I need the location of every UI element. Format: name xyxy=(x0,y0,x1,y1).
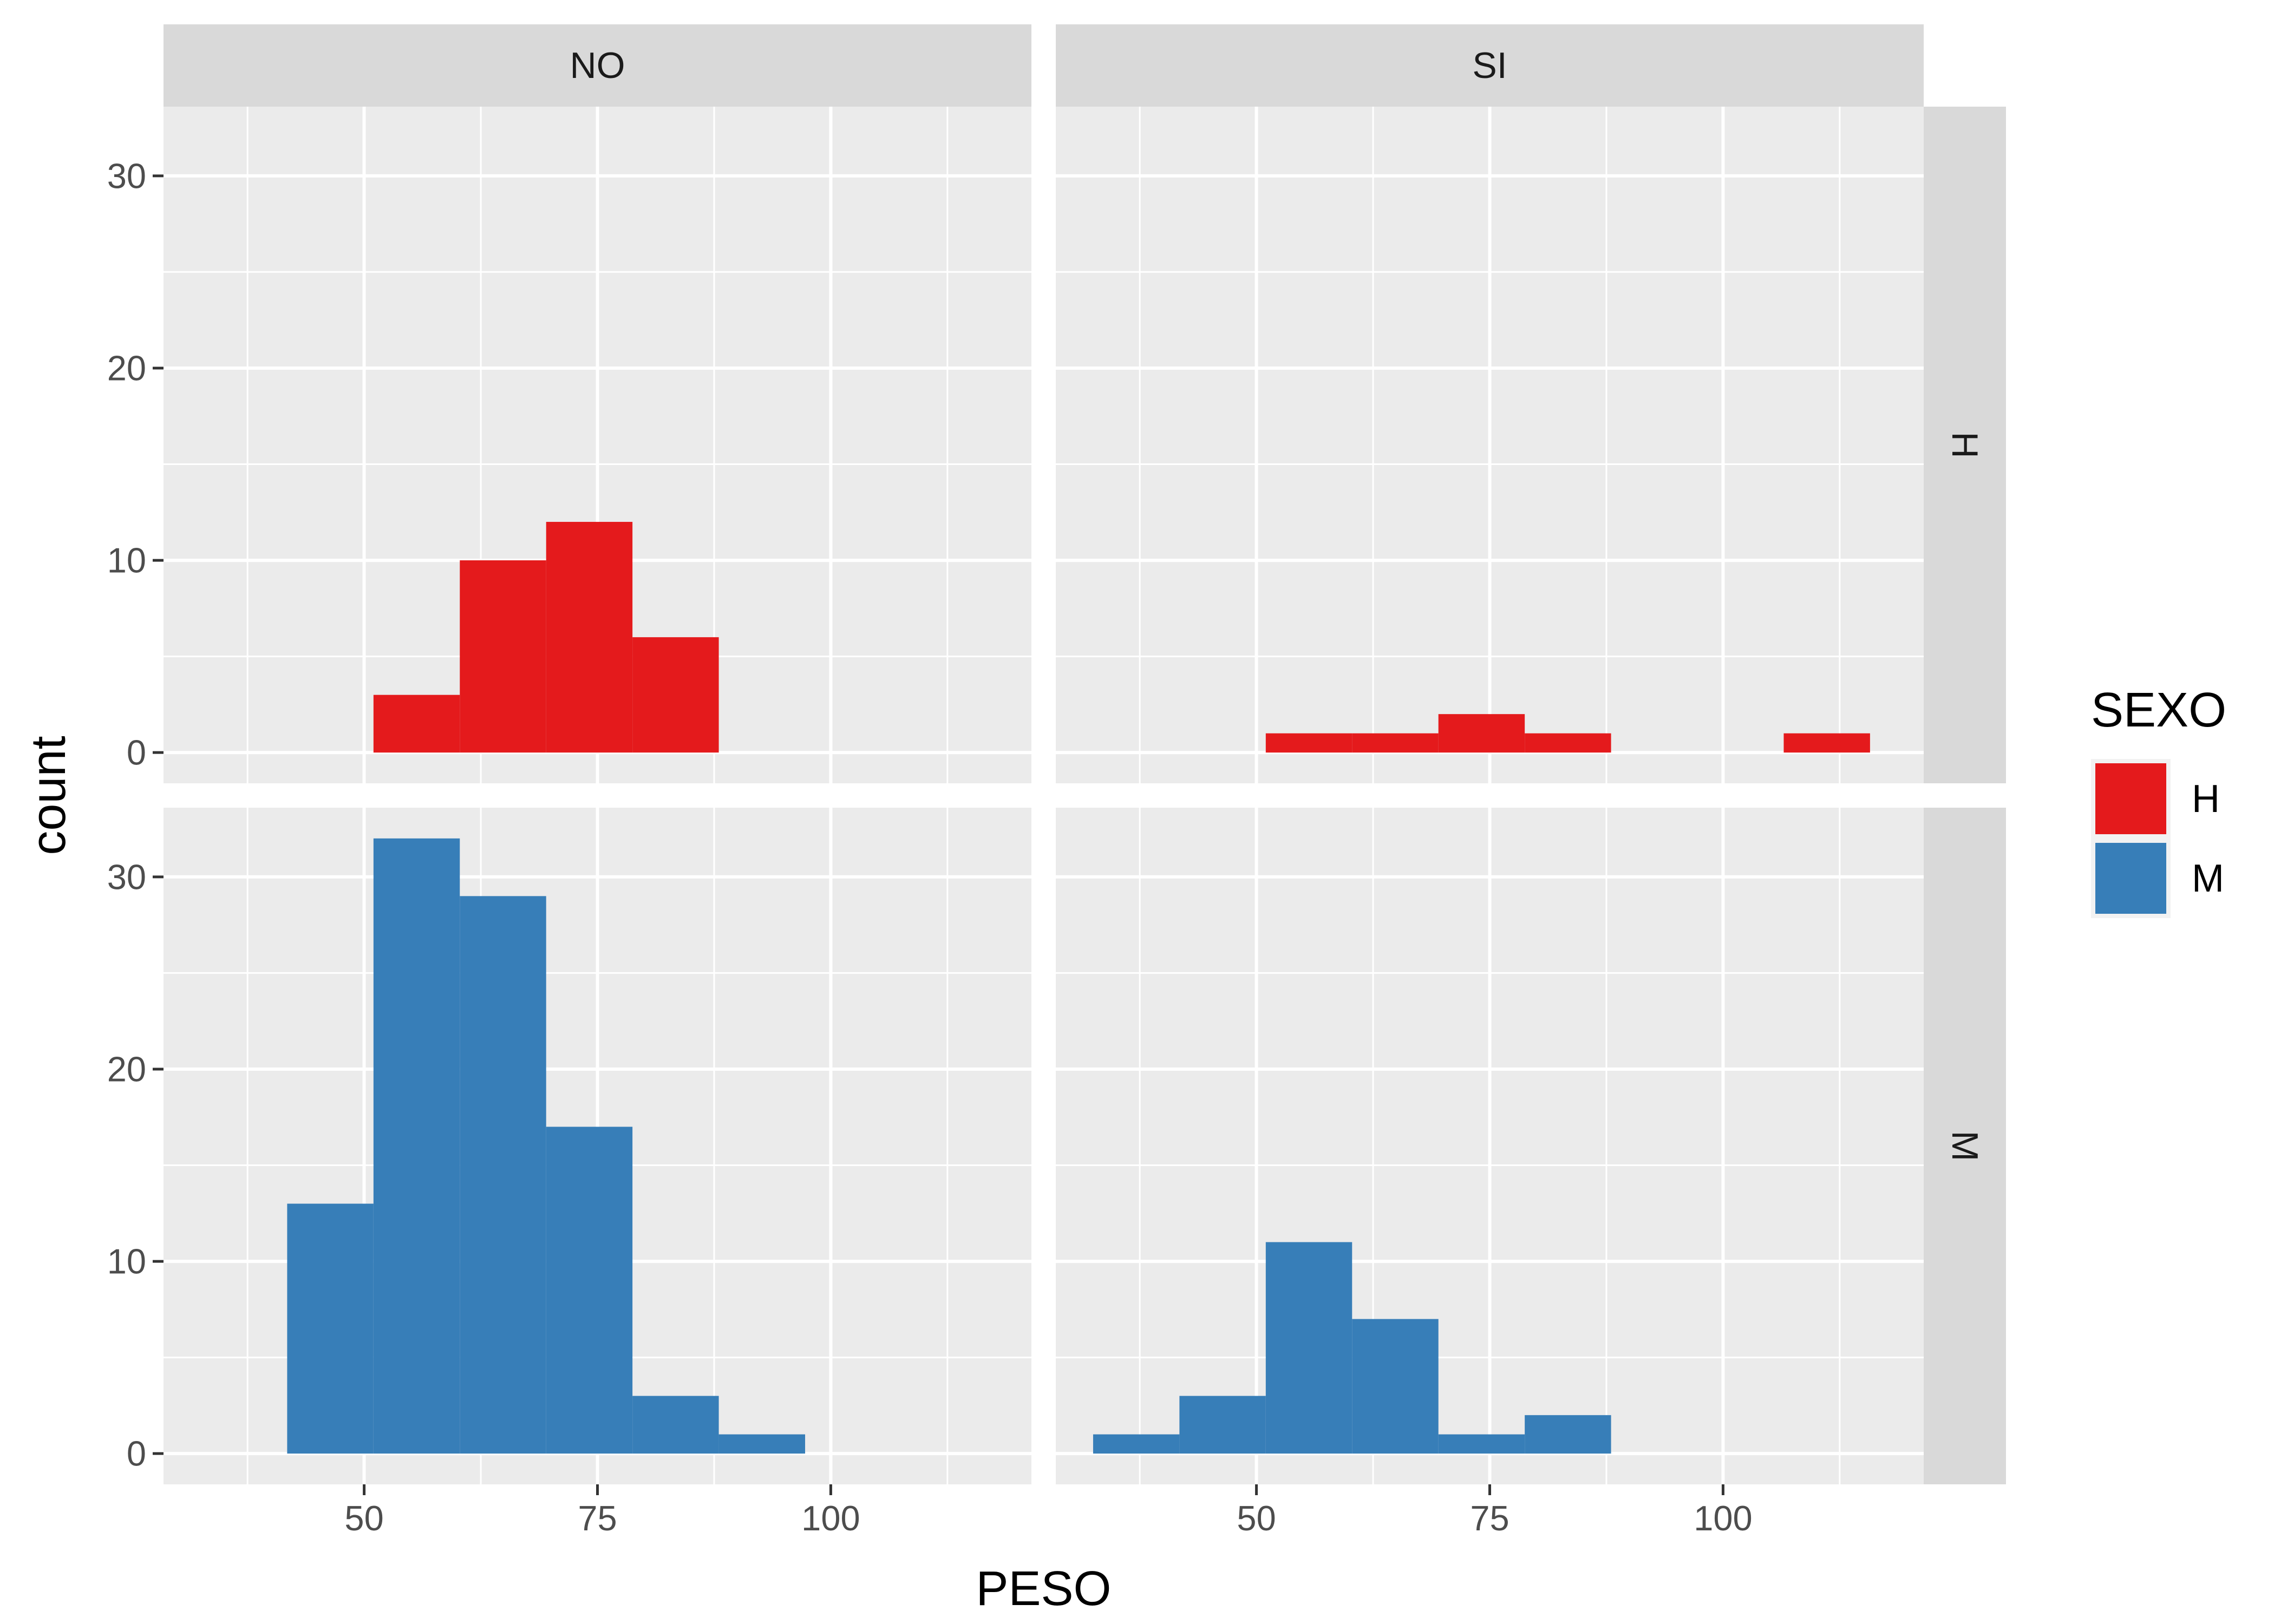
y-tick-label: 10 xyxy=(107,1242,146,1281)
histogram-bar-si-h xyxy=(1525,733,1611,753)
histogram-bar-si-h xyxy=(1352,733,1439,753)
x-tick-label: 50 xyxy=(1237,1498,1276,1538)
x-tick-label: 75 xyxy=(578,1498,617,1538)
histogram-bar-no-m xyxy=(460,896,546,1454)
facet-strip-si xyxy=(1056,24,1924,107)
x-tick-label: 75 xyxy=(1470,1498,1509,1538)
facet-panel xyxy=(1056,808,1924,1484)
histogram-bar-no-m xyxy=(632,1396,719,1454)
y-tick-label: 30 xyxy=(107,156,146,195)
histogram-bar-no-m xyxy=(546,1127,633,1454)
histogram-bar-no-h xyxy=(460,560,546,753)
legend-swatch-m xyxy=(2095,843,2166,914)
histogram-bar-si-m xyxy=(1525,1415,1611,1454)
y-tick-label: 20 xyxy=(107,348,146,388)
x-tick-label: 100 xyxy=(1694,1498,1752,1538)
facet-strip-m xyxy=(1924,808,2006,1484)
facet-strip-label: M xyxy=(1944,1131,1985,1162)
x-tick-label: 100 xyxy=(801,1498,860,1538)
histogram-bar-si-h xyxy=(1783,733,1870,753)
y-tick-label: 10 xyxy=(107,541,146,580)
y-tick-label: 20 xyxy=(107,1049,146,1089)
x-axis-title: PESO xyxy=(976,1562,1111,1616)
histogram-bar-si-m xyxy=(1352,1319,1439,1454)
legend-swatch-h xyxy=(2095,763,2166,834)
legend-title: SEXO xyxy=(2091,683,2226,737)
histogram-bar-si-m xyxy=(1179,1396,1266,1454)
y-tick-label: 0 xyxy=(127,1434,146,1474)
legend: SEXO HM xyxy=(2091,683,2226,918)
histogram-bar-si-h xyxy=(1438,714,1525,753)
histogram-bar-si-h xyxy=(1265,733,1352,753)
histogram-bar-si-m xyxy=(1438,1434,1525,1454)
legend-label-m: M xyxy=(2192,857,2224,900)
facet-strip-label: NO xyxy=(570,45,625,86)
histogram-bar-no-h xyxy=(546,522,633,753)
y-axis-title: count xyxy=(22,736,76,855)
histogram-bar-si-m xyxy=(1265,1242,1352,1454)
facet-strip-label: SI xyxy=(1472,45,1507,86)
facet-strip-no xyxy=(164,24,1031,107)
x-tick-label: 50 xyxy=(344,1498,383,1538)
histogram-bar-no-m xyxy=(373,838,460,1454)
histogram-bar-no-m xyxy=(287,1203,374,1454)
y-tick-label: 30 xyxy=(107,857,146,896)
facet-strip-label: H xyxy=(1944,431,1985,458)
facet-strip-h xyxy=(1924,107,2006,783)
histogram-bar-si-m xyxy=(1093,1434,1180,1454)
y-tick-label: 0 xyxy=(127,733,146,772)
legend-label-h: H xyxy=(2192,777,2220,821)
histogram-bar-no-m xyxy=(718,1434,806,1454)
histogram-bar-no-h xyxy=(373,695,460,753)
facet-panel xyxy=(1056,107,1924,783)
histogram-bar-no-h xyxy=(632,637,719,753)
